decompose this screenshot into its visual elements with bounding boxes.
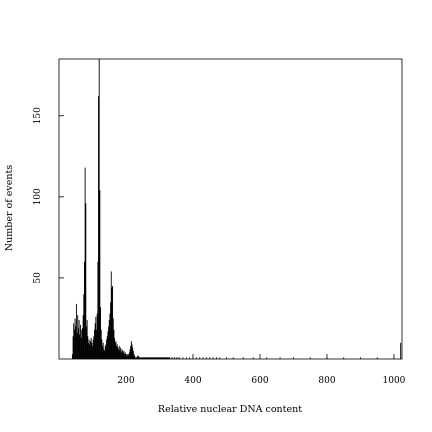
x-axis-ticks: 200 400 600 800 1000 [117,354,406,386]
y-tick-label: 50 [33,272,43,284]
y-axis-ticks: 50 100 150 [33,107,64,284]
y-tick-label: 100 [33,188,43,205]
y-tick-label: 150 [33,107,43,124]
x-tick-label: 800 [318,376,335,386]
x-tick-label: 200 [117,376,134,386]
histogram-bars [71,59,402,359]
x-tick-label: 1000 [383,376,406,386]
plot-frame [58,58,403,360]
x-axis-title: Relative nuclear DNA content [158,404,302,415]
x-tick-label: 600 [251,376,268,386]
y-axis-title: Number of events [4,165,15,252]
x-tick-label: 400 [184,376,201,386]
